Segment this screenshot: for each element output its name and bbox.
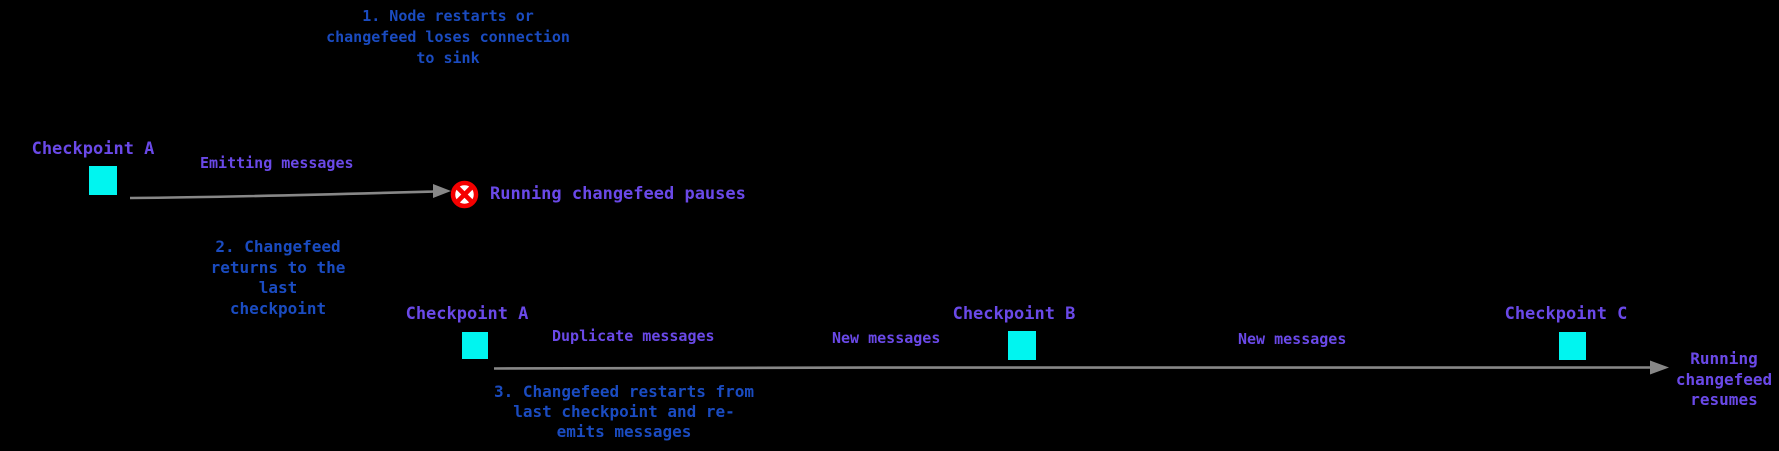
checkpoint-c-label: Checkpoint C bbox=[1504, 304, 1628, 324]
annotation-step-3: 3. Changefeed restarts from last checkpo… bbox=[493, 382, 755, 441]
running-changefeed-pauses-label: Running changefeed pauses bbox=[490, 184, 746, 204]
checkpoint-a-label-timeline2: Checkpoint A bbox=[405, 304, 529, 324]
pause-icon bbox=[450, 180, 479, 209]
resume-timeline-arrow bbox=[493, 360, 1669, 375]
checkpoint-a-label-timeline1: Checkpoint A bbox=[31, 139, 155, 159]
duplicate-messages-label: Duplicate messages bbox=[552, 327, 715, 345]
emitting-arrow bbox=[129, 184, 451, 200]
emitting-messages-label: Emitting messages bbox=[200, 154, 354, 172]
annotation-step-1: 1. Node restarts or changefeed loses con… bbox=[326, 7, 570, 67]
new-messages-label-2: New messages bbox=[1238, 330, 1347, 348]
checkpoint-a-marker-timeline2 bbox=[462, 332, 488, 359]
checkpoint-b-marker bbox=[1008, 331, 1036, 360]
new-messages-label-1: New messages bbox=[832, 329, 941, 347]
checkpoint-c-marker bbox=[1559, 332, 1586, 360]
annotation-step-2: 2. Changefeed returns to the last checkp… bbox=[210, 237, 346, 318]
checkpoint-a-marker-timeline1 bbox=[89, 166, 117, 195]
checkpoint-b-label: Checkpoint B bbox=[952, 304, 1076, 324]
running-changefeed-resumes-label: Running changefeed resumes bbox=[1675, 349, 1773, 409]
